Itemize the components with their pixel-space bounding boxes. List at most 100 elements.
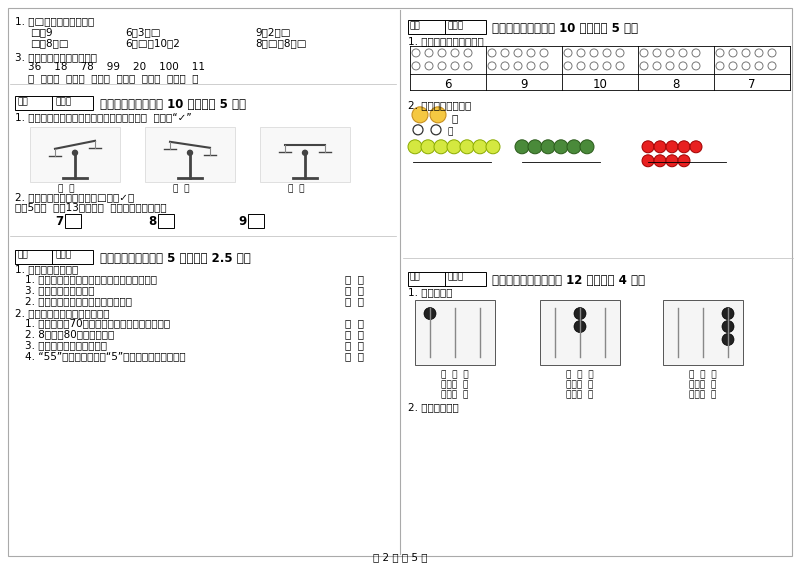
Circle shape [567,140,581,154]
Text: 写作（  ）: 写作（ ） [566,380,594,389]
Text: 百  十  个: 百 十 个 [566,371,594,380]
Circle shape [642,141,654,153]
Text: 9: 9 [520,78,528,91]
Bar [408,20,486,34]
Text: 1. 在□里填上合适的数。: 1. 在□里填上合适的数。 [15,16,94,26]
Bar [540,299,620,364]
Circle shape [434,140,448,154]
Text: 1. 相信我的判断力，一定能在最重的下面的（  ）里画“✓”: 1. 相信我的判断力，一定能在最重的下面的（ ）里画“✓” [15,112,192,122]
Text: 6: 6 [444,78,452,91]
Text: 2. 两个三角形可以拼成一个四边形。: 2. 两个三角形可以拼成一个四边形。 [25,297,132,307]
Circle shape [654,141,666,153]
Text: 第 2 页 共 5 页: 第 2 页 共 5 页 [373,552,427,562]
Text: 。: 。 [452,113,458,123]
Text: （  ）＞（  ）＞（  ）＞（  ）＞（  ）＞（  ）＞（  ）: （ ）＞（ ）＞（ ）＞（ ）＞（ ）＞（ ）＞（ ） [28,73,198,83]
Text: 3. 有四条边的就是正方形。: 3. 有四条边的就是正方形。 [25,341,107,350]
Text: 读作（  ）: 读作（ ） [566,390,594,399]
Text: 3. 请把下面的数字排排队。: 3. 请把下面的数字排排队。 [15,52,97,62]
Bar [15,96,93,110]
Circle shape [473,140,487,154]
Text: 写作（  ）: 写作（ ） [442,380,469,389]
Text: 7: 7 [748,78,756,91]
Text: 五、对与错（本题共 5 分，每题 2.5 分）: 五、对与错（本题共 5 分，每题 2.5 分） [100,251,250,264]
Text: 得分: 得分 [410,273,421,281]
Text: （  ）: （ ） [288,185,305,194]
Bar [145,127,235,182]
Text: 8: 8 [672,78,680,91]
Text: 评卷人: 评卷人 [55,97,71,106]
Text: □＞8＞□: □＞8＞□ [30,38,69,48]
Text: （  ）: （ ） [173,185,190,194]
Text: （  ）: （ ） [345,351,364,362]
Circle shape [654,155,666,167]
Text: （  ）: （ ） [58,185,74,194]
Text: 百  十  个: 百 十 个 [689,371,717,380]
Text: 得分: 得分 [17,97,28,106]
Bar [663,299,743,364]
Circle shape [722,307,734,320]
Text: 2. 8个十和80个一同样多。: 2. 8个十和80个一同样多。 [25,329,114,340]
Text: 读作（  ）: 读作（ ） [442,390,469,399]
Text: 10: 10 [593,78,607,91]
Text: 2. 数一数，画一画。: 2. 数一数，画一画。 [408,100,471,110]
Text: 6＋3＜□: 6＋3＜□ [125,27,161,37]
Text: 得分: 得分 [17,251,28,260]
Circle shape [554,140,568,154]
Circle shape [73,150,78,155]
Text: （  ）: （ ） [345,286,364,295]
Text: 2. 公正小法官（判断对与错）。: 2. 公正小法官（判断对与错）。 [15,308,110,319]
Text: （  ）: （ ） [345,329,364,340]
Circle shape [580,140,594,154]
Bar [248,214,264,228]
Text: 9－2＞□: 9－2＞□ [255,27,290,37]
Text: 百  十  个: 百 十 个 [441,371,469,380]
Text: 36    18    78    99    20    100    11: 36 18 78 99 20 100 11 [28,62,205,72]
Text: 评卷人: 评卷人 [448,273,464,281]
Circle shape [408,140,422,154]
Circle shape [690,141,702,153]
Circle shape [678,141,690,153]
Bar [65,214,81,228]
Text: 得分: 得分 [410,21,421,30]
Text: □＞9: □＞9 [30,27,53,37]
Circle shape [722,333,734,346]
Text: 4. “55”这个数中的两个“5”表示的意思是相同的。: 4. “55”这个数中的两个“5”表示的意思是相同的。 [25,351,186,362]
Circle shape [678,155,690,167]
Circle shape [460,140,474,154]
Circle shape [430,107,446,123]
Text: 3. 长方形就是正方形。: 3. 长方形就是正方形。 [25,286,94,295]
Text: 7: 7 [55,215,63,228]
Circle shape [424,307,436,320]
Text: 如果5＋（  ）＜13，那么（  ）里最大可以填几？: 如果5＋（ ）＜13，那么（ ）里最大可以填几？ [15,202,166,212]
Circle shape [447,140,461,154]
Circle shape [528,140,542,154]
Circle shape [412,107,428,123]
Text: 1. 两个一样大的正方形可以拼成一个长方形。: 1. 两个一样大的正方形可以拼成一个长方形。 [25,275,157,285]
Text: （  ）: （ ） [345,275,364,285]
Circle shape [574,320,586,333]
Text: 2. 正确选择（在正确答案的□里打✓）: 2. 正确选择（在正确答案的□里打✓） [15,192,134,202]
Circle shape [302,150,307,155]
Bar [30,127,120,182]
Bar [158,214,174,228]
Circle shape [666,155,678,167]
Text: 1. 看图写数。: 1. 看图写数。 [408,288,453,298]
Bar [15,250,93,264]
Text: 四、选一选（本题共 10 分，每题 5 分）: 四、选一选（本题共 10 分，每题 5 分） [100,98,246,111]
Text: 六、数一数（本题共 10 分，每题 5 分）: 六、数一数（本题共 10 分，每题 5 分） [492,22,638,35]
Text: （  ）: （ ） [345,341,364,350]
Circle shape [486,140,500,154]
Circle shape [187,150,193,155]
Circle shape [666,141,678,153]
Text: 。: 。 [448,128,454,137]
Text: 写作（  ）: 写作（ ） [690,380,717,389]
Text: （  ）: （ ） [345,297,364,307]
Bar [415,299,495,364]
Text: 评卷人: 评卷人 [448,21,464,30]
Text: 1. 数的认识，看数涂色。: 1. 数的认识，看数涂色。 [408,36,484,46]
Text: 读作（  ）: 读作（ ） [690,390,717,399]
Text: 8＋□＝8－□: 8＋□＝8－□ [255,38,306,48]
Bar [408,272,486,286]
Circle shape [541,140,555,154]
Text: （  ）: （ ） [345,319,364,329]
